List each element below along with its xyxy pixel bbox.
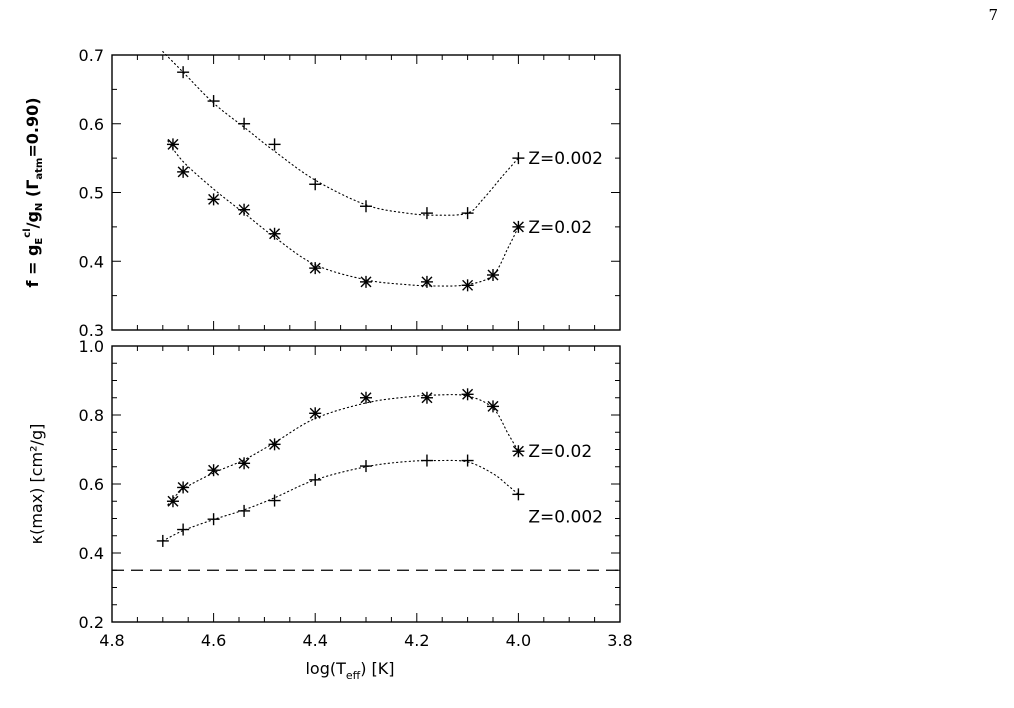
asterisk-marker	[238, 203, 251, 216]
y-axis-label: f = gEcl/gN (Γatm=0.90)	[22, 97, 45, 287]
plus-marker	[238, 117, 251, 130]
plot-frame	[111, 345, 621, 623]
plus-marker	[512, 488, 525, 501]
plot-frame	[111, 54, 621, 331]
x-tick-label: 4.8	[99, 631, 124, 650]
fit-curve-z-0-02	[167, 140, 519, 287]
plus-marker	[177, 66, 190, 79]
asterisk-marker	[177, 481, 190, 494]
x-tick-label: 4.6	[201, 631, 226, 650]
series-label: Z=0.02	[528, 218, 592, 238]
top-panel: 0.3 0.4 0.5 0.6 0.7 Z=0.002 Z=0.02 f = gEcl/gN …	[22, 46, 621, 340]
asterisk-marker	[487, 269, 499, 281]
y-tick-label: 0.6	[79, 115, 104, 134]
asterisk-marker	[512, 220, 525, 233]
fit-curve-z-0-02	[167, 394, 519, 506]
asterisk-marker	[461, 279, 474, 292]
asterisk-marker	[360, 275, 372, 288]
asterisk-marker	[420, 391, 433, 404]
asterisk-marker	[461, 388, 474, 401]
plus-marker	[360, 200, 372, 213]
plus-marker	[461, 207, 474, 220]
plus-marker	[156, 534, 169, 547]
plus-marker	[309, 178, 322, 191]
fit-curve-z-0-002	[162, 51, 519, 216]
asterisk-marker	[207, 193, 220, 206]
x-axis-label: log(Teff) [K]	[305, 659, 394, 682]
y-tick-label: 0.4	[79, 544, 104, 563]
plus-marker	[268, 138, 281, 151]
asterisk-marker	[487, 400, 499, 413]
y-tick-label: 0.3	[79, 321, 104, 340]
y-tick-label: 0.4	[79, 252, 104, 271]
asterisk-marker	[420, 275, 433, 288]
plus-marker	[238, 504, 251, 517]
asterisk-marker	[512, 445, 525, 458]
asterisk-marker	[238, 457, 251, 470]
y-tick-label: 0.2	[79, 613, 104, 632]
series-label: Z=0.002	[528, 149, 603, 169]
y-tick-label: 1.0	[79, 337, 104, 356]
plus-marker	[512, 152, 525, 165]
asterisk-marker	[268, 227, 281, 240]
series-label: Z=0.02	[528, 442, 592, 462]
x-tick-label: 3.8	[607, 631, 632, 650]
asterisk-marker	[166, 138, 179, 151]
plus-marker	[360, 460, 372, 473]
asterisk-marker	[177, 165, 190, 178]
asterisk-marker	[268, 438, 281, 451]
plus-marker	[420, 454, 433, 467]
asterisk-marker	[309, 407, 322, 420]
x-tick-label: 4.4	[302, 631, 327, 650]
page-number: 7	[988, 6, 998, 24]
y-axis-label: κ(max) [cm²/g]	[27, 424, 46, 545]
asterisk-marker	[166, 495, 179, 508]
plus-marker	[461, 454, 474, 467]
asterisk-marker	[360, 391, 372, 404]
asterisk-marker	[207, 464, 220, 477]
asterisk-marker	[309, 262, 322, 275]
plus-marker	[177, 523, 190, 536]
plus-marker	[207, 95, 220, 108]
x-tick-label: 4.0	[506, 631, 531, 650]
y-tick-label: 0.6	[79, 475, 104, 494]
y-tick-label: 0.8	[79, 406, 104, 425]
y-tick-label: 0.5	[79, 184, 104, 203]
series-label: Z=0.002	[528, 507, 603, 527]
plus-marker	[420, 207, 433, 220]
bottom-panel: 0.2 0.4 0.6 0.8 1.0 4.8 4.6 4.4 4.2 4.0 3.8 Z=0.02 Z…	[27, 337, 633, 682]
x-tick-label: 4.2	[404, 631, 429, 650]
y-tick-label: 0.7	[79, 46, 104, 65]
plus-marker	[309, 473, 322, 486]
plus-marker	[268, 494, 281, 507]
plus-marker	[207, 513, 220, 526]
